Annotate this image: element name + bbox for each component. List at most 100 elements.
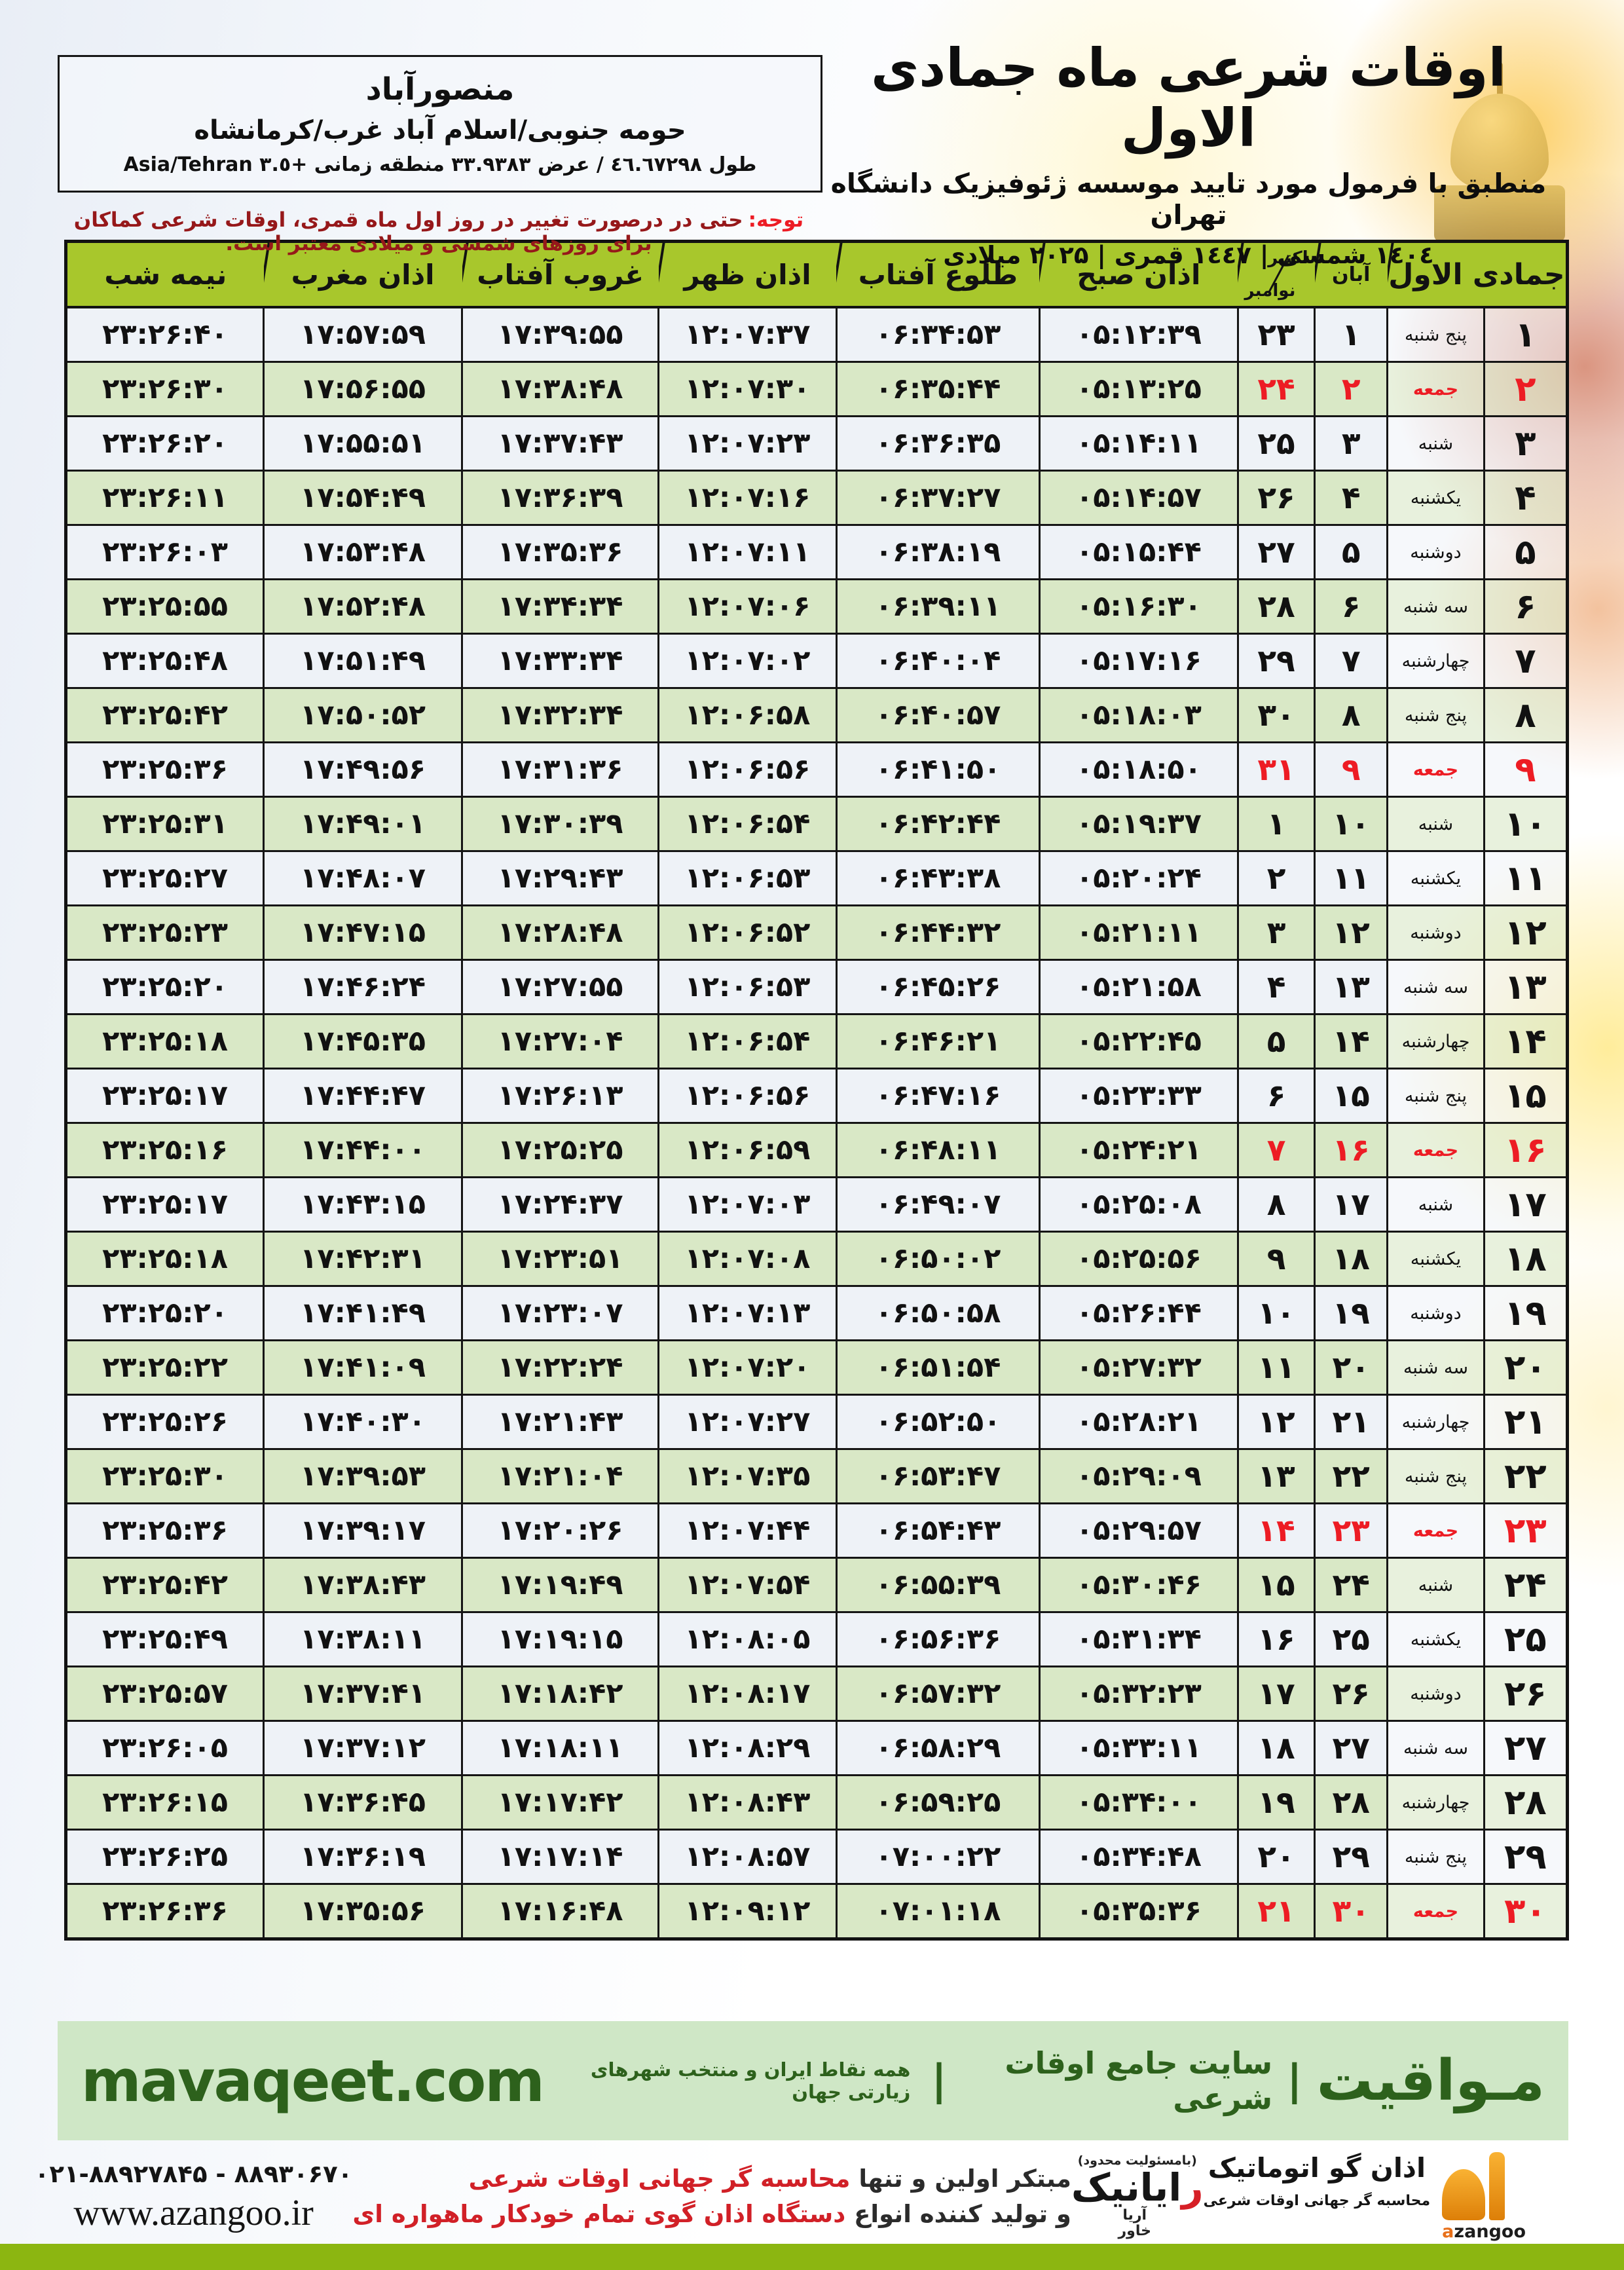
cell-weekday: جمعه (1386, 1883, 1485, 1940)
cell-day: ۱۷ (1483, 1176, 1569, 1233)
page-subtitle: منطبق با فرمول مورد تایید موسسه ژئوفیزیک… (830, 168, 1547, 231)
cell-day: ۳ (1483, 415, 1569, 472)
cell-midnight: ۲۳:۲۵:۲۶ (64, 1394, 265, 1450)
notice-label: توجه: (748, 208, 804, 232)
azangoo-website: www.azangoo.ir (73, 2192, 314, 2233)
cell-day: ۲ (1483, 361, 1569, 417)
bottom-olive-strip (0, 2244, 1624, 2270)
header-gregorian: اکتبر نوامبر (1238, 240, 1315, 308)
cell-day: ۸ (1483, 687, 1569, 743)
cell-midnight: ۲۳:۲۵:۴۲ (64, 1557, 265, 1613)
cell-sunrise: ۰۶:۴۵:۲۶ (835, 959, 1041, 1015)
cell-dhuhr: ۱۲:۰۸:۰۵ (657, 1611, 838, 1667)
cell-day: ۲۴ (1483, 1557, 1569, 1613)
cell-dhuhr: ۱۲:۰۷:۴۴ (657, 1502, 838, 1559)
table-row: ۸ پنج شنبه ۸ ۳۰ ۰۵:۱۸:۰۳ ۰۶:۴۰:۵۷ ۱۲:۰۶:۵۸ ۱۷:۳… (64, 687, 1569, 743)
cell-fajr: ۰۵:۱۵:۴۴ (1038, 524, 1239, 580)
cell-sunset: ۱۷:۲۲:۲۴ (461, 1339, 660, 1396)
cell-fajr: ۰۵:۱۶:۳۰ (1038, 578, 1239, 635)
cell-maghrib: ۱۷:۵۲:۴۸ (263, 578, 464, 635)
cell-greg: ۹ (1236, 1231, 1316, 1287)
cell-sunrise: ۰۷:۰۱:۱۸ (835, 1883, 1041, 1940)
cell-sunrise: ۰۶:۵۷:۳۲ (835, 1665, 1041, 1722)
table-row: ۱ پنج شنبه ۱ ۲۳ ۰۵:۱۲:۳۹ ۰۶:۳۴:۵۳ ۱۲:۰۷:۳۷ ۱۷:۳… (64, 306, 1569, 363)
cell-dhuhr: ۱۲:۰۸:۲۹ (657, 1720, 838, 1776)
cell-sunrise: ۰۶:۵۹:۲۵ (835, 1774, 1041, 1831)
cell-weekday: پنج شنبه (1386, 306, 1485, 363)
cell-weekday: جمعه (1386, 1122, 1485, 1178)
cell-maghrib: ۱۷:۵۴:۴۹ (263, 470, 464, 526)
cell-sunset: ۱۷:۱۶:۴۸ (461, 1883, 660, 1940)
cell-weekday: پنج شنبه (1386, 1068, 1485, 1124)
mosque-dome-art (1424, 62, 1575, 252)
cell-aban: ۲۷ (1314, 1720, 1389, 1776)
notice-text: حتی در درصورت تغییر در روز اول ماه قمری،… (73, 208, 743, 255)
dome-shape (1442, 2168, 1486, 2220)
cell-weekday: شنبه (1386, 796, 1485, 852)
cell-aban: ۱۸ (1314, 1231, 1389, 1287)
cell-weekday: سه شنبه (1386, 1339, 1485, 1396)
table-row: ۷ چهارشنبه ۷ ۲۹ ۰۵:۱۷:۱۶ ۰۶:۴۰:۰۴ ۱۲:۰۷:۰۲ ۱۷:۳… (64, 633, 1569, 689)
cell-fajr: ۰۵:۳۴:۰۰ (1038, 1774, 1239, 1831)
cell-greg: ۲۶ (1236, 470, 1316, 526)
cell-sunrise: ۰۶:۴۲:۴۴ (835, 796, 1041, 852)
cell-weekday: دوشنبه (1386, 904, 1485, 961)
cell-day: ۶ (1483, 578, 1569, 635)
cell-sunset: ۱۷:۳۴:۳۴ (461, 578, 660, 635)
cell-midnight: ۲۳:۲۵:۳۶ (64, 1502, 265, 1559)
cell-sunrise: ۰۶:۴۸:۱۱ (835, 1122, 1041, 1178)
mavaqeet-url: mavaqeet.com (81, 2047, 545, 2115)
cell-day: ۲۷ (1483, 1720, 1569, 1776)
cell-fajr: ۰۵:۳۱:۳۴ (1038, 1611, 1239, 1667)
title-block: اوقات شرعی ماه جمادی الاول منطبق با فرمو… (830, 38, 1547, 270)
table-row: ۳۰ جمعه ۳۰ ۲۱ ۰۵:۳۵:۳۶ ۰۷:۰۱:۱۸ ۱۲:۰۹:۱۲ ۱۷:۱۶:… (64, 1883, 1569, 1940)
cell-dhuhr: ۱۲:۰۷:۲۳ (657, 415, 838, 472)
cell-sunset: ۱۷:۲۵:۲۵ (461, 1122, 660, 1178)
table-row: ۴ یکشنبه ۴ ۲۶ ۰۵:۱۴:۵۷ ۰۶:۳۷:۲۷ ۱۲:۰۷:۱۶ ۱۷:۳۶:… (64, 470, 1569, 526)
table-row: ۲۷ سه شنبه ۲۷ ۱۸ ۰۵:۳۳:۱۱ ۰۶:۵۸:۲۹ ۱۲:۰۸:۲۹ ۱۷:… (64, 1720, 1569, 1776)
cell-greg: ۲۵ (1236, 415, 1316, 472)
cell-maghrib: ۱۷:۳۶:۴۵ (263, 1774, 464, 1831)
cell-aban: ۱۵ (1314, 1068, 1389, 1124)
cell-maghrib: ۱۷:۴۱:۴۹ (263, 1285, 464, 1341)
cell-day: ۷ (1483, 633, 1569, 689)
cell-day: ۲۰ (1483, 1339, 1569, 1396)
cell-maghrib: ۱۷:۳۹:۵۳ (263, 1448, 464, 1504)
cell-greg: ۱۴ (1236, 1502, 1316, 1559)
cell-sunset: ۱۷:۳۶:۳۹ (461, 470, 660, 526)
cell-maghrib: ۱۷:۵۰:۵۲ (263, 687, 464, 743)
cell-dhuhr: ۱۲:۰۶:۵۳ (657, 850, 838, 906)
cell-aban: ۲۰ (1314, 1339, 1389, 1396)
cell-maghrib: ۱۷:۳۸:۴۳ (263, 1557, 464, 1613)
cell-weekday: پنج شنبه (1386, 1829, 1485, 1885)
cell-sunset: ۱۷:۲۳:۵۱ (461, 1231, 660, 1287)
mavaqeet-banner: مـواقیت | سایت جامع اوقات شرعی | همه نقا… (58, 2021, 1568, 2140)
cell-maghrib: ۱۷:۵۷:۵۹ (263, 306, 464, 363)
cell-sunrise: ۰۶:۳۷:۲۷ (835, 470, 1041, 526)
cell-weekday: دوشنبه (1386, 1285, 1485, 1341)
cell-midnight: ۲۳:۲۶:۱۵ (64, 1774, 265, 1831)
cell-greg: ۳۰ (1236, 687, 1316, 743)
cell-sunset: ۱۷:۳۰:۳۹ (461, 796, 660, 852)
table-row: ۱۷ شنبه ۱۷ ۸ ۰۵:۲۵:۰۸ ۰۶:۴۹:۰۷ ۱۲:۰۷:۰۳ ۱۷:۲۴:۳… (64, 1176, 1569, 1233)
cell-day: ۱۶ (1483, 1122, 1569, 1178)
cell-weekday: پنج شنبه (1386, 1448, 1485, 1504)
coverage-text: همه نقاط ایران و منتخب شهرهای زیارتی جها… (590, 2058, 911, 2103)
cell-midnight: ۲۳:۲۵:۴۸ (64, 633, 265, 689)
cell-sunrise: ۰۶:۵۰:۵۸ (835, 1285, 1041, 1341)
mosque-base-shape (1434, 185, 1565, 242)
cell-maghrib: ۱۷:۳۸:۱۱ (263, 1611, 464, 1667)
cell-sunrise: ۰۶:۳۴:۵۳ (835, 306, 1041, 363)
table-row: ۱۱ یکشنبه ۱۱ ۲ ۰۵:۲۰:۲۴ ۰۶:۴۳:۳۸ ۱۲:۰۶:۵۳ ۱۷:۲۹… (64, 850, 1569, 906)
cell-greg: ۲ (1236, 850, 1316, 906)
cell-sunset: ۱۷:۲۸:۴۸ (461, 904, 660, 961)
cell-dhuhr: ۱۲:۰۷:۱۶ (657, 470, 838, 526)
cell-midnight: ۲۳:۲۵:۱۷ (64, 1068, 265, 1124)
cell-aban: ۳۰ (1314, 1883, 1389, 1940)
cell-greg: ۲۷ (1236, 524, 1316, 580)
cell-maghrib: ۱۷:۴۷:۱۵ (263, 904, 464, 961)
cell-fajr: ۰۵:۳۲:۲۳ (1038, 1665, 1239, 1722)
cell-fajr: ۰۵:۲۳:۳۳ (1038, 1068, 1239, 1124)
cell-maghrib: ۱۷:۵۳:۴۸ (263, 524, 464, 580)
header-sunrise: طلوع آفتاب (836, 240, 1040, 308)
